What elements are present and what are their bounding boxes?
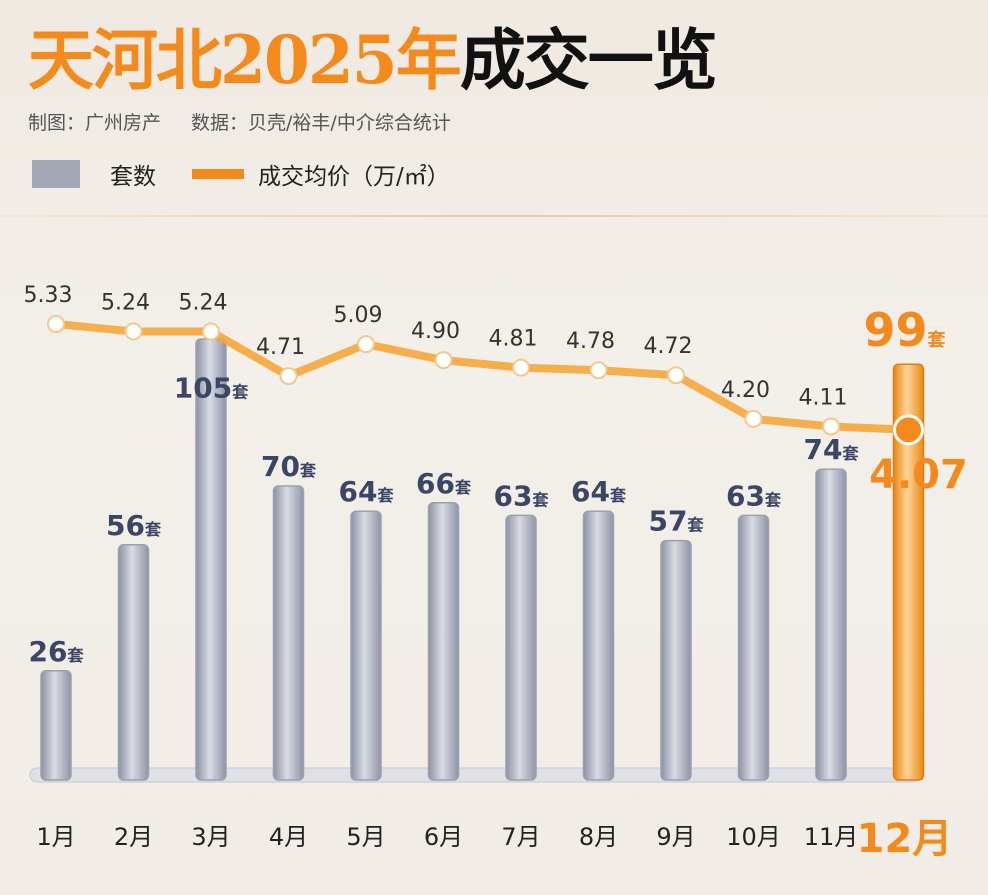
price-label: 5.09 — [334, 303, 383, 328]
price-label: 4.71 — [256, 335, 305, 360]
price-label: 5.24 — [179, 291, 228, 316]
bar — [660, 539, 692, 781]
x-tick-label: 11月 — [804, 823, 859, 851]
title-black: 成交一览 — [459, 21, 718, 99]
subtitle: 制图：广州房产 数据：贝壳/裕丰/中介综合统计 — [28, 108, 481, 135]
bar — [892, 363, 925, 781]
price-label: 5.24 — [101, 291, 150, 316]
bar — [272, 485, 305, 781]
bar — [815, 468, 847, 781]
price-point — [202, 322, 220, 341]
price-point — [512, 358, 530, 377]
x-tick-label: 6月 — [424, 823, 463, 851]
chart-base — [29, 767, 921, 783]
price-label: 4.20 — [721, 378, 770, 403]
bar — [427, 502, 460, 781]
bar-label: 63套 — [726, 479, 782, 512]
price-label: 4.72 — [644, 334, 693, 359]
bar — [737, 514, 770, 781]
x-tick-label: 12月 — [857, 816, 953, 862]
bar-label: 26套 — [29, 635, 85, 668]
page-title: 天河北2025年成交一览 — [28, 21, 718, 99]
price-point — [744, 409, 763, 428]
price-label: 4.11 — [799, 385, 848, 410]
price-label: 4.90 — [411, 319, 460, 344]
price-label: 4.78 — [566, 329, 615, 354]
price-label: 5.33 — [24, 283, 73, 308]
bar-label: 63套 — [494, 479, 550, 512]
x-tick-label: 8月 — [579, 823, 618, 851]
x-tick-label: 7月 — [501, 823, 540, 851]
price-label: 4.81 — [489, 327, 538, 352]
bar-label: 64套 — [339, 475, 395, 508]
price-point — [822, 417, 840, 436]
bar-label: 64套 — [571, 475, 627, 508]
bar — [350, 510, 382, 781]
price-point — [124, 322, 143, 341]
x-tick-label: 10月 — [726, 823, 781, 851]
bar-label: 70套 — [261, 450, 317, 483]
title-orange: 天河北2025年 — [28, 21, 462, 99]
price-point — [47, 315, 65, 333]
divider — [0, 215, 988, 217]
bar-label: 99套 — [863, 303, 945, 357]
price-label: 4.07 — [869, 452, 968, 498]
price-point — [667, 366, 685, 385]
legend-bar-swatch — [32, 160, 80, 188]
x-tick-label: 1月 — [36, 823, 75, 851]
x-tick-label: 4月 — [269, 823, 308, 851]
bar-label: 74套 — [804, 433, 860, 466]
price-point — [434, 351, 453, 370]
bar-label: 66套 — [416, 467, 472, 500]
bar — [117, 544, 150, 781]
credit: 制图：广州房产 — [28, 112, 162, 134]
legend: 套数 成交均价（万/㎡） — [32, 157, 450, 191]
legend-line-label: 成交均价（万/㎡） — [258, 164, 450, 190]
price-point — [357, 335, 375, 354]
x-tick-label: 9月 — [656, 823, 695, 851]
bar-label: 105套 — [174, 372, 249, 405]
x-tick-label: 2月 — [114, 823, 153, 851]
price-point — [893, 414, 924, 446]
price-point — [279, 367, 298, 386]
bar-label: 57套 — [649, 505, 705, 538]
x-tick-label: 5月 — [346, 823, 385, 851]
bar — [582, 510, 615, 781]
price-point — [589, 361, 608, 380]
bar-label: 56套 — [106, 509, 162, 542]
x-tick-label: 3月 — [191, 823, 230, 851]
source: 数据：贝壳/裕丰/中介综合统计 — [191, 112, 451, 134]
bar — [505, 514, 537, 781]
bar — [195, 338, 227, 781]
bar — [40, 670, 72, 781]
legend-bars-label: 套数 — [110, 164, 156, 190]
legend-line-swatch — [192, 169, 244, 179]
price-line — [55, 320, 909, 434]
